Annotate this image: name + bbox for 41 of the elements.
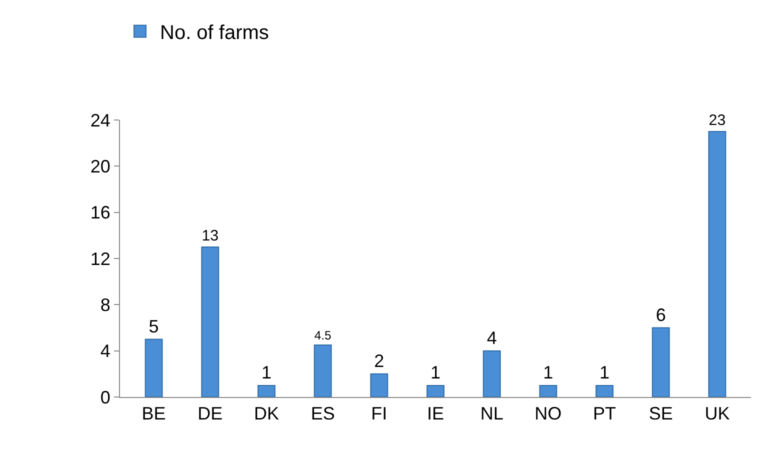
bar bbox=[482, 350, 501, 397]
data-label: 1 bbox=[261, 362, 272, 382]
x-tick-label: UK bbox=[704, 404, 730, 424]
bar bbox=[144, 338, 163, 397]
x-tick-label: SE bbox=[648, 404, 673, 424]
bar bbox=[426, 384, 444, 397]
data-label: 13 bbox=[202, 228, 219, 245]
x-tick-label: PT bbox=[593, 404, 616, 424]
bar bbox=[258, 384, 276, 397]
data-label: 2 bbox=[374, 350, 384, 371]
data-label: 4 bbox=[486, 328, 497, 348]
y-tick-label: 0 bbox=[100, 387, 110, 408]
data-label: 1 bbox=[543, 362, 554, 382]
data-label: 1 bbox=[430, 362, 441, 382]
y-tick-label: 24 bbox=[90, 110, 110, 130]
bar bbox=[708, 131, 726, 397]
y-tick-label: 12 bbox=[90, 248, 110, 269]
x-tick-label: NL bbox=[480, 404, 504, 424]
x-tick-label: FI bbox=[371, 404, 388, 424]
x-tick-label: ES bbox=[310, 404, 335, 424]
x-tick-label: NO bbox=[534, 404, 562, 424]
data-label: 1 bbox=[600, 362, 610, 382]
x-tick-label: DK bbox=[254, 404, 279, 424]
data-label: 5 bbox=[148, 316, 159, 336]
x-tick-label: DE bbox=[198, 404, 223, 424]
y-tick-label: 8 bbox=[100, 294, 110, 315]
data-label: 23 bbox=[708, 112, 726, 130]
bar bbox=[370, 373, 388, 397]
data-label: 6 bbox=[656, 304, 666, 325]
bar bbox=[314, 344, 332, 397]
x-tick-label: IE bbox=[426, 404, 444, 424]
y-tick-label: 20 bbox=[90, 156, 110, 176]
bar bbox=[539, 384, 558, 397]
bar bbox=[201, 246, 220, 397]
bar bbox=[596, 384, 614, 397]
y-tick-label: 16 bbox=[90, 202, 110, 223]
y-tick-label: 4 bbox=[100, 341, 110, 362]
legend-label: No. of farms bbox=[160, 22, 269, 44]
x-tick-label: BE bbox=[142, 404, 166, 424]
data-label: 4.5 bbox=[314, 328, 332, 342]
bar bbox=[652, 327, 670, 397]
